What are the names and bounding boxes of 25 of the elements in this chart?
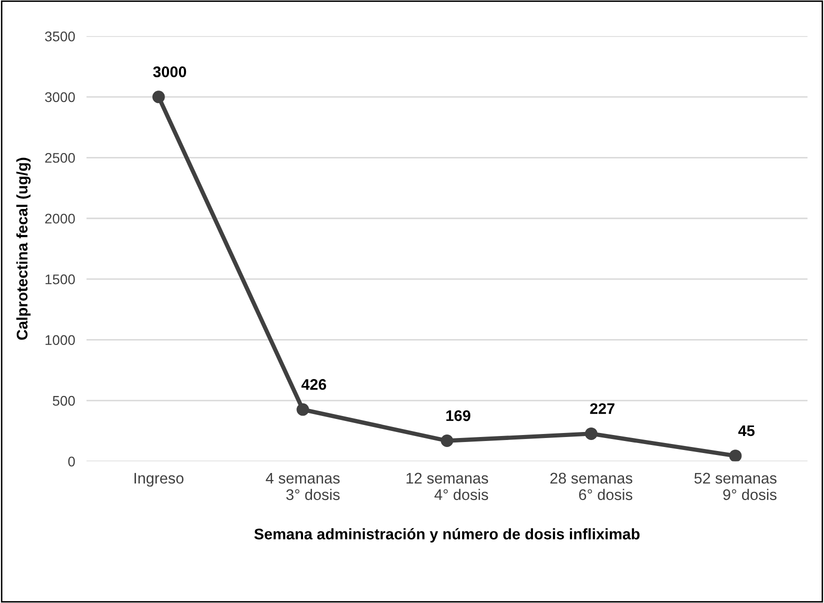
x-axis-title: Semana administración y número de dosis infliximab bbox=[254, 528, 640, 542]
x-tick-label: 4 semanas 3° dosis bbox=[266, 472, 340, 500]
point bbox=[296, 403, 310, 416]
point bbox=[440, 434, 454, 448]
data-label: 45 bbox=[738, 425, 755, 436]
y-tick-label: 500 bbox=[52, 396, 75, 406]
data-label: 3000 bbox=[153, 66, 186, 78]
x-tick-label: 12 semanas 4° dosis bbox=[406, 472, 488, 500]
y-axis-title: Calprotectina fecal (ug/g) bbox=[16, 158, 31, 340]
x-tick-label: Ingreso bbox=[134, 472, 184, 487]
y-tick-label: 1500 bbox=[46, 274, 75, 284]
y-tick-label: 0 bbox=[68, 456, 75, 466]
x-tick-label: 52 semanas 9° dosis bbox=[694, 472, 776, 500]
y-tick-label: 1000 bbox=[46, 335, 75, 346]
y-tick-label: 2000 bbox=[45, 214, 75, 224]
x-tick-label: 28 semanas 6° dosis bbox=[550, 472, 632, 500]
point bbox=[152, 90, 165, 104]
data-label: 227 bbox=[590, 403, 614, 414]
data-label: 426 bbox=[301, 379, 326, 390]
y-tick-label: 3000 bbox=[45, 92, 75, 102]
y-tick-label: 2500 bbox=[45, 152, 75, 163]
point bbox=[729, 450, 742, 462]
y-tick-label: 3500 bbox=[45, 32, 75, 42]
point bbox=[584, 427, 598, 440]
data-label: 169 bbox=[446, 410, 470, 422]
